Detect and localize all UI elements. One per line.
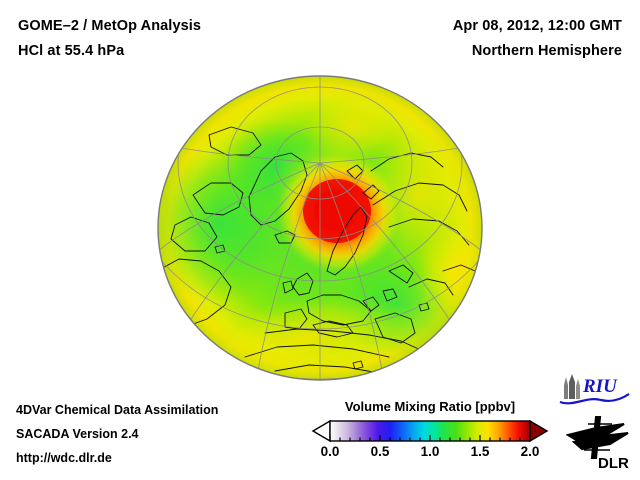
colorbar-title: Volume Mixing Ratio [ppbv] bbox=[344, 399, 516, 414]
colorbar-scale bbox=[311, 419, 549, 443]
footer-method-label: 4DVar Chemical Data Assimilation bbox=[16, 403, 219, 417]
timestamp-label: Apr 08, 2012, 12:00 GMT bbox=[452, 18, 622, 34]
riu-towers-icon bbox=[564, 374, 580, 399]
dlr-logo-text: DLR bbox=[598, 455, 629, 472]
meridian-line bbox=[319, 162, 482, 252]
colorbar-tick-label: 1.0 bbox=[420, 444, 440, 459]
riu-logo-svg: RIU bbox=[559, 374, 630, 405]
meridian-line bbox=[158, 162, 321, 252]
header-left: GOME–2 / MetOp Analysis HCl at 55.4 hPa bbox=[18, 14, 201, 64]
colorbar-tick-labels: 0.0 0.5 1.0 1.5 2.0 bbox=[310, 444, 550, 464]
colorbar-tick-label: 2.0 bbox=[520, 444, 540, 459]
meridian-line bbox=[182, 162, 321, 332]
meridian-line bbox=[256, 162, 321, 376]
colorbar-tick-label: 0.5 bbox=[370, 444, 390, 459]
field-hotspot-core bbox=[314, 189, 358, 231]
footer-url-label: http://wdc.dlr.de bbox=[16, 451, 112, 465]
dlr-mark-icon bbox=[565, 415, 629, 460]
riu-logo-text: RIU bbox=[582, 376, 618, 397]
colorbar-min-arrow bbox=[311, 419, 331, 443]
footer-text: 4DVar Chemical Data Assimilation SACADA … bbox=[16, 398, 218, 470]
analysis-title: GOME–2 / MetOp Analysis bbox=[18, 18, 202, 34]
riu-logo: RIU bbox=[557, 373, 631, 407]
dlr-logo: DLR bbox=[565, 414, 632, 472]
graticule-layer bbox=[158, 76, 482, 380]
meridian-line bbox=[319, 162, 458, 332]
colorbar-tick-label: 0.0 bbox=[320, 444, 340, 459]
footer-version-label: SACADA Version 2.4 bbox=[16, 427, 139, 441]
colorbar-ticks bbox=[329, 435, 531, 441]
field-warm-band bbox=[199, 294, 415, 380]
colorbar: Volume Mixing Ratio [ppbv] 0.0 0.5 1.0 1.5 2… bbox=[310, 399, 550, 464]
species-level-label: HCl at 55.4 hPa bbox=[18, 43, 125, 59]
dlr-logo-svg: DLR bbox=[565, 415, 629, 472]
globe-limb-outline bbox=[157, 75, 483, 381]
globe-svg bbox=[157, 75, 483, 381]
header-right: Apr 08, 2012, 12:00 GMT Northern Hemisph… bbox=[453, 14, 622, 64]
globe-map bbox=[157, 75, 483, 381]
riu-wave-icon bbox=[559, 393, 630, 405]
colorbar-tick-label: 1.5 bbox=[470, 444, 490, 459]
colorbar-max-arrow bbox=[529, 419, 549, 443]
hemisphere-label: Northern Hemisphere bbox=[471, 43, 622, 59]
meridian-line bbox=[319, 162, 384, 376]
